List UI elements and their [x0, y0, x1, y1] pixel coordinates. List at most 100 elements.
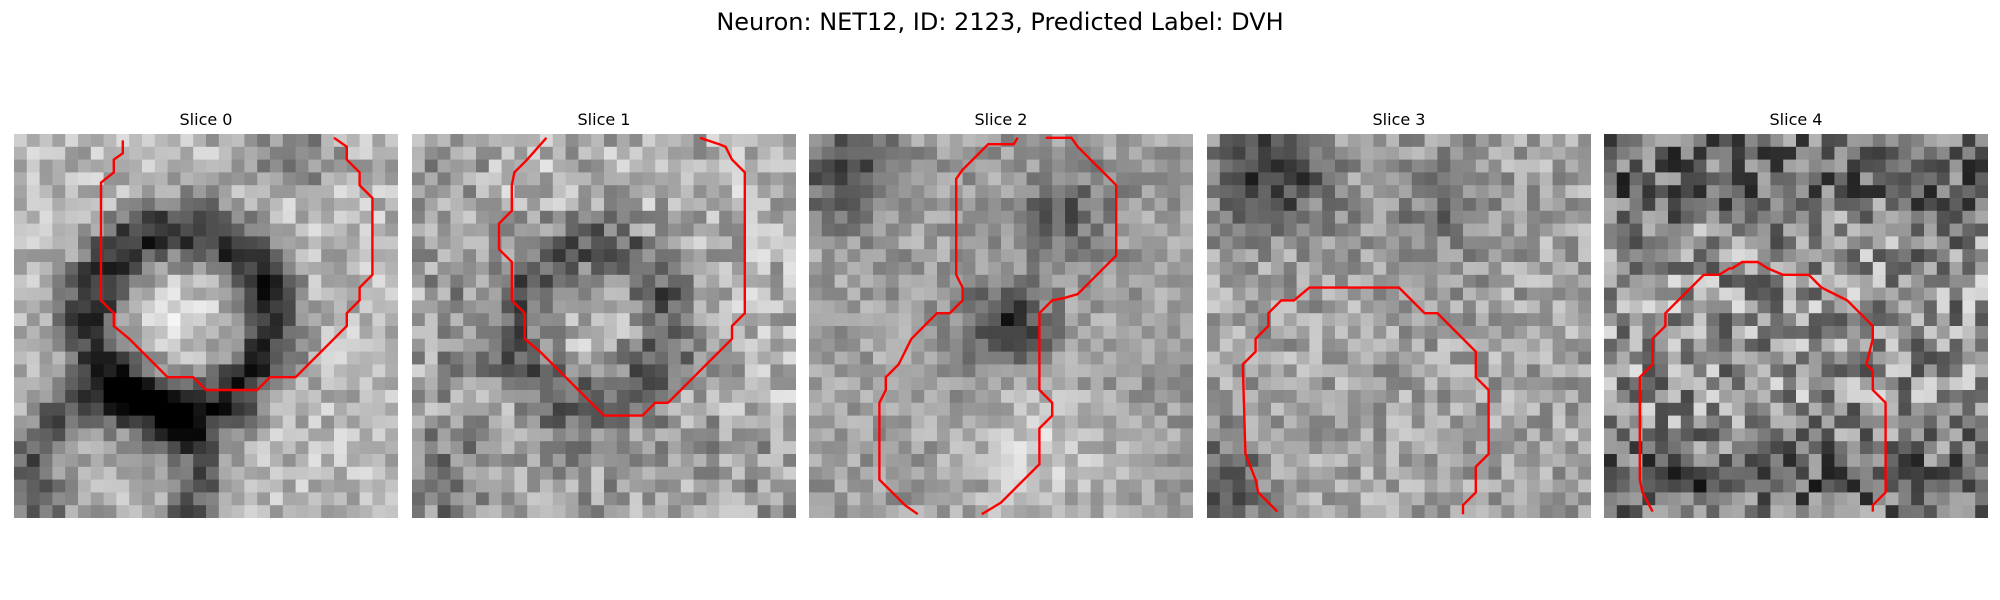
image-pixel [193, 198, 207, 212]
image-pixel [78, 326, 92, 340]
image-pixel [1783, 287, 1797, 301]
image-pixel [1898, 377, 1912, 391]
image-pixel [1296, 300, 1310, 314]
image-pixel [282, 134, 296, 148]
image-pixel [757, 492, 771, 506]
image-pixel [476, 210, 490, 224]
image-pixel [1475, 338, 1489, 352]
image-pixel [1296, 441, 1310, 455]
image-pixel [1604, 300, 1618, 314]
image-pixel [757, 505, 771, 518]
image-pixel [1962, 364, 1976, 378]
image-pixel [1463, 466, 1477, 480]
image-pixel [193, 441, 207, 455]
image-pixel [1373, 313, 1387, 327]
image-pixel [103, 466, 117, 480]
image-pixel [1719, 185, 1733, 199]
image-pixel [604, 262, 618, 276]
image-pixel [424, 300, 438, 314]
image-pixel [180, 274, 194, 288]
image-pixel [1103, 505, 1117, 518]
image-pixel [1373, 466, 1387, 480]
image-pixel [257, 402, 271, 416]
image-pixel [39, 415, 53, 429]
image-pixel [476, 479, 490, 493]
image-pixel [1655, 326, 1669, 340]
image-pixel [1514, 479, 1528, 493]
image-pixel [1898, 338, 1912, 352]
image-pixel [809, 262, 823, 276]
image-pixel [1219, 326, 1233, 340]
image-pixel [1578, 223, 1591, 237]
image-pixel [616, 274, 630, 288]
image-pixel [655, 466, 669, 480]
image-pixel [1680, 249, 1694, 263]
image-pixel [321, 262, 335, 276]
image-pixel [1424, 185, 1438, 199]
image-pixel [1103, 262, 1117, 276]
image-pixel [1322, 492, 1336, 506]
image-pixel [911, 249, 925, 263]
image-pixel [1360, 505, 1374, 518]
image-pixel [1283, 185, 1297, 199]
image-pixel [1258, 454, 1272, 468]
image-pixel [1655, 274, 1669, 288]
image-pixel [14, 441, 28, 455]
image-pixel [732, 274, 746, 288]
image-pixel [1167, 223, 1181, 237]
image-pixel [1770, 146, 1784, 160]
image-pixel [1386, 236, 1400, 250]
image-pixel [1411, 249, 1425, 263]
image-pixel [231, 441, 245, 455]
image-pixel [206, 402, 220, 416]
image-pixel [1949, 134, 1963, 148]
image-pixel [1642, 428, 1656, 442]
image-pixel [668, 505, 682, 518]
image-pixel [1386, 377, 1400, 391]
image-pixel [1872, 364, 1886, 378]
image-pixel [154, 492, 168, 506]
image-pixel [552, 274, 566, 288]
image-pixel [1539, 338, 1553, 352]
image-pixel [1770, 351, 1784, 365]
image-pixel [1219, 428, 1233, 442]
image-pixel [78, 134, 92, 148]
image-pixel [616, 479, 630, 493]
image-pixel [1488, 466, 1502, 480]
image-pixel [129, 351, 143, 365]
image-pixel [1065, 326, 1079, 340]
image-pixel [591, 172, 605, 186]
image-pixel [270, 274, 284, 288]
image-pixel [604, 415, 618, 429]
image-pixel [962, 249, 976, 263]
image-pixel [65, 249, 79, 263]
image-pixel [1258, 377, 1272, 391]
image-pixel [1936, 479, 1950, 493]
image-pixel [385, 390, 398, 404]
image-pixel [206, 338, 220, 352]
image-pixel [847, 415, 861, 429]
image-pixel [1463, 364, 1477, 378]
image-pixel [757, 479, 771, 493]
image-pixel [1283, 262, 1297, 276]
image-pixel [1103, 338, 1117, 352]
image-pixel [1847, 415, 1861, 429]
image-pixel [1757, 428, 1771, 442]
image-pixel [1924, 146, 1938, 160]
image-pixel [295, 402, 309, 416]
image-pixel [1565, 466, 1579, 480]
image-pixel [437, 390, 451, 404]
image-pixel [488, 198, 502, 212]
image-pixel [231, 274, 245, 288]
image-pixel [744, 300, 758, 314]
image-pixel [1309, 377, 1323, 391]
image-pixel [604, 274, 618, 288]
image-pixel [1501, 146, 1515, 160]
image-pixel [1386, 146, 1400, 160]
image-pixel [1796, 287, 1810, 301]
image-pixel [1219, 210, 1233, 224]
image-pixel [1578, 326, 1591, 340]
image-pixel [1668, 454, 1682, 468]
image-pixel [1834, 172, 1848, 186]
image-pixel [1834, 402, 1848, 416]
